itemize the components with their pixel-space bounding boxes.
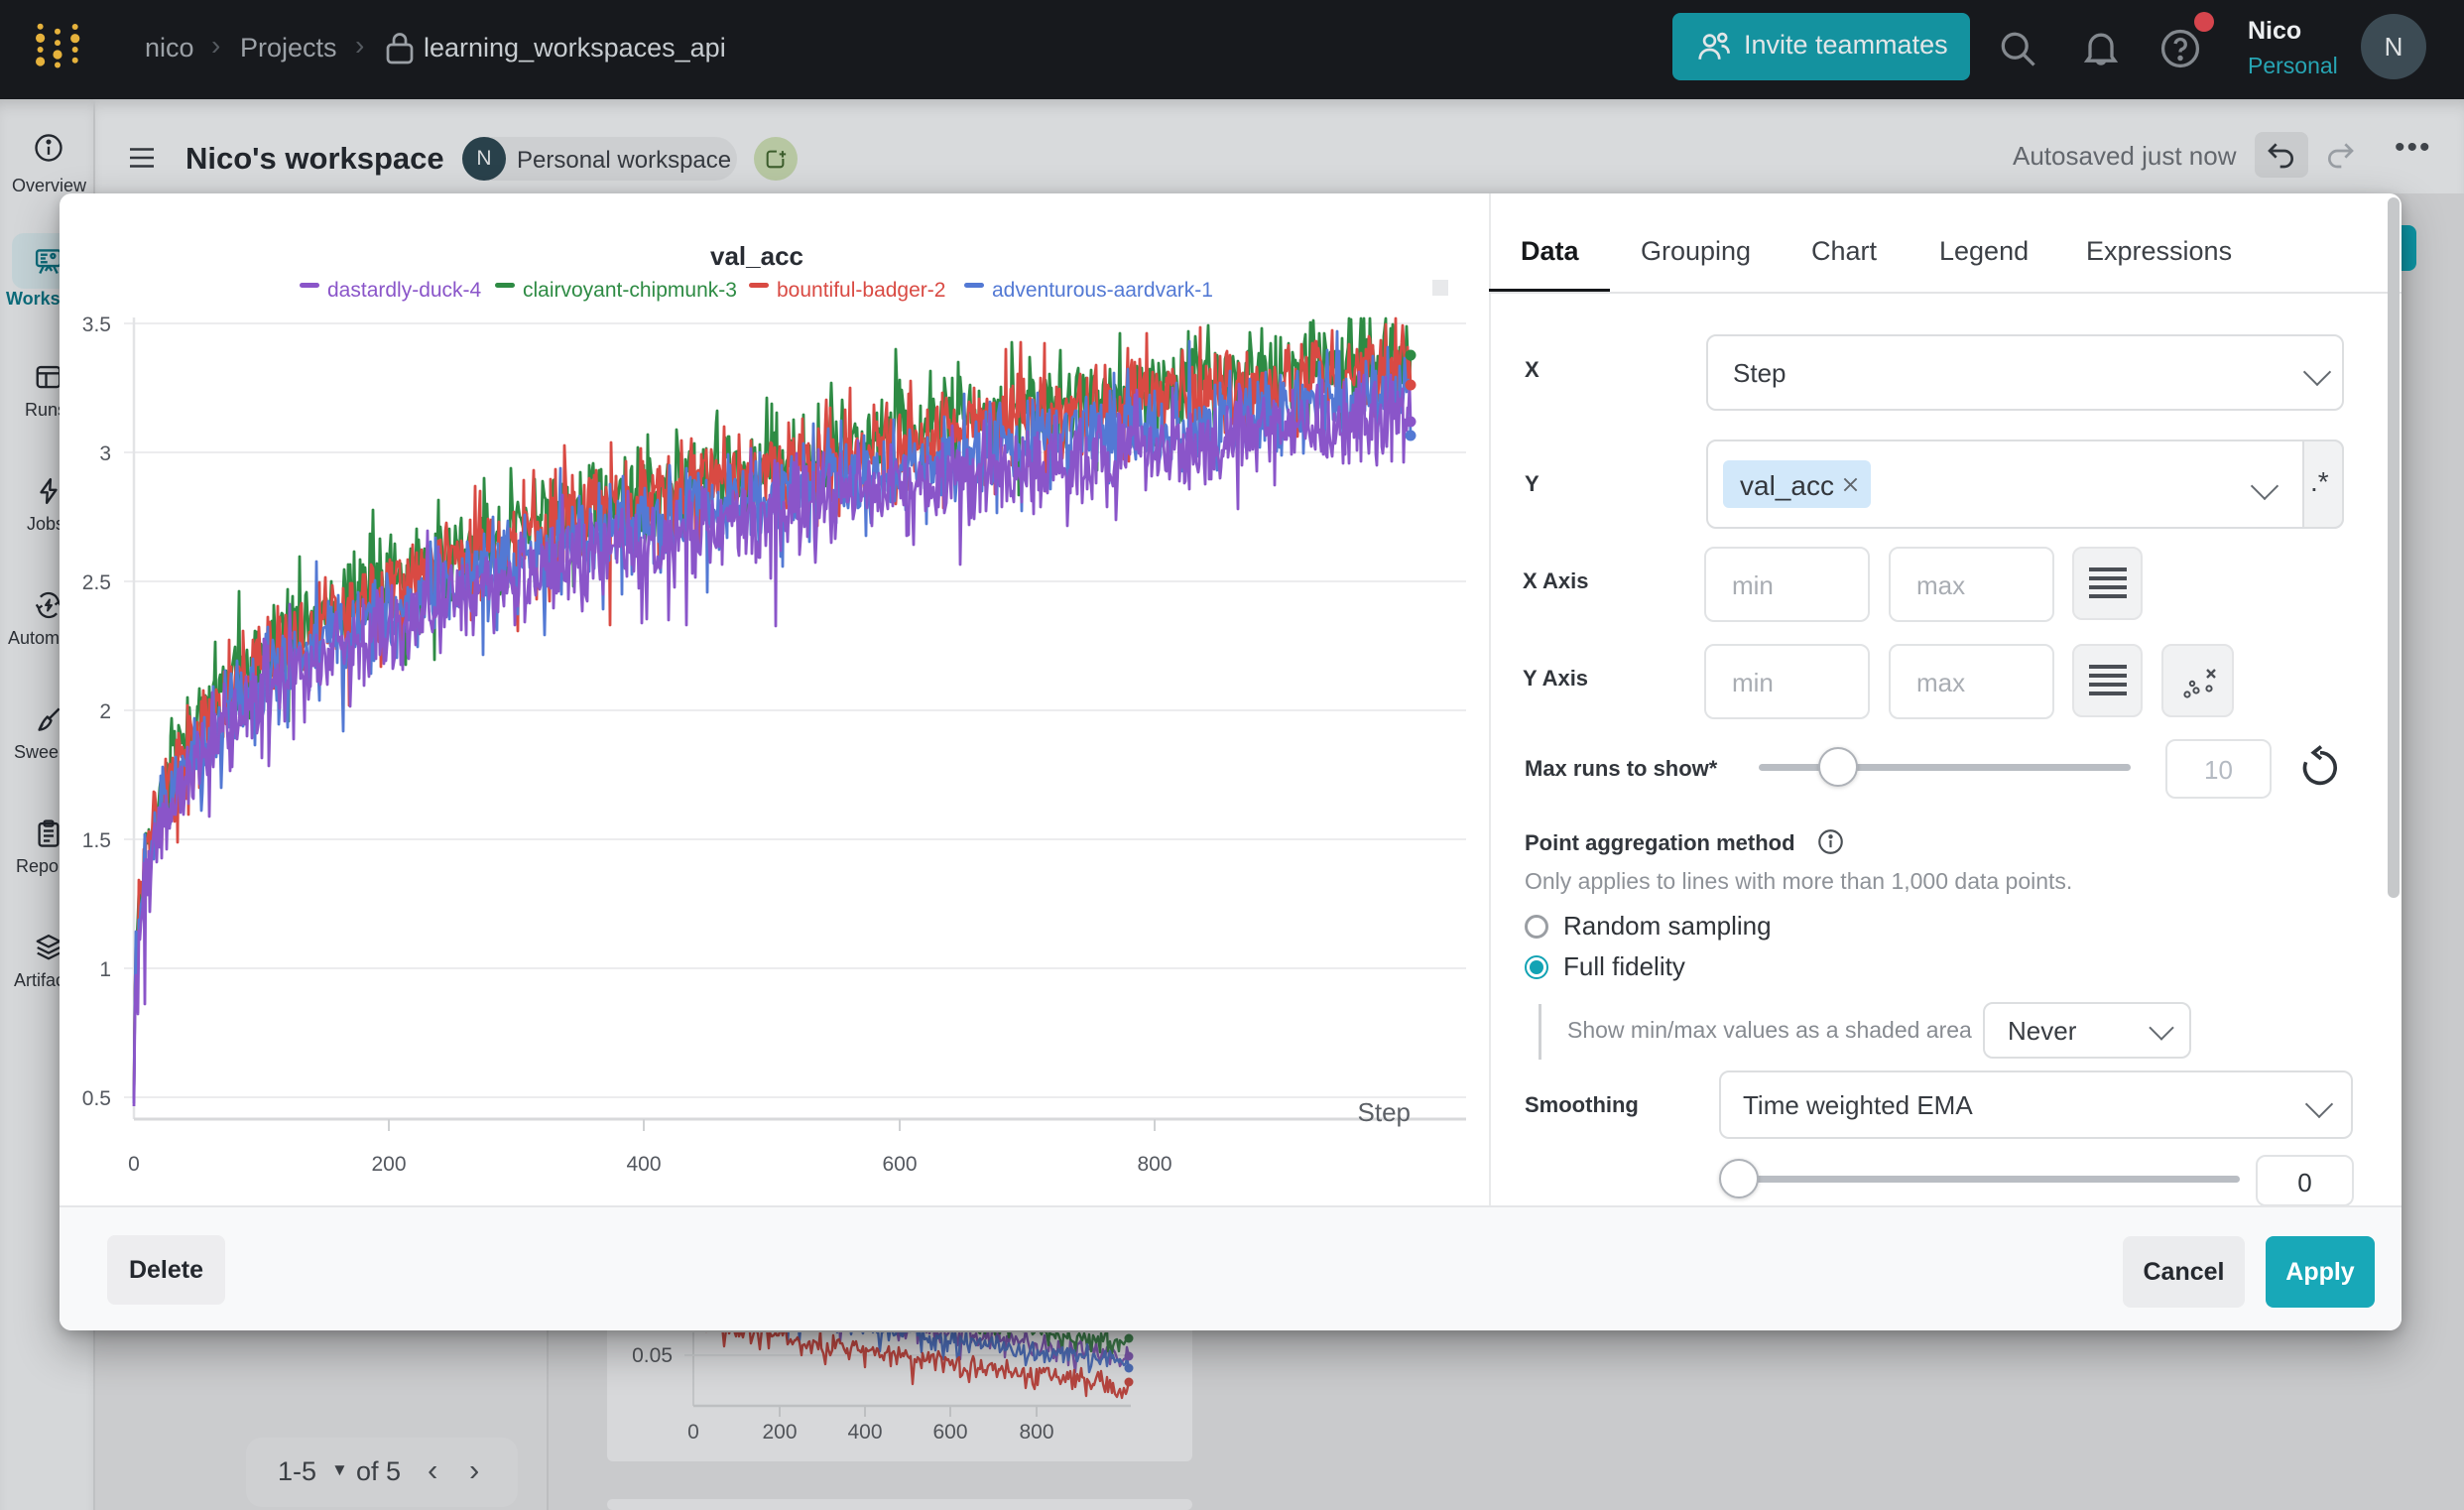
svg-text:clairvoyant-chipmunk-3: clairvoyant-chipmunk-3 [523,279,737,302]
svg-text:bountiful-badger-2: bountiful-badger-2 [777,279,945,302]
svg-text:0.05: 0.05 [632,1344,673,1367]
svg-text:800: 800 [1019,1421,1053,1444]
svg-text:400: 400 [847,1421,882,1444]
svg-text:1.5: 1.5 [82,829,111,852]
svg-text:600: 600 [882,1153,917,1176]
svg-text:dastardly-duck-4: dastardly-duck-4 [327,279,482,302]
svg-text:3.5: 3.5 [82,314,111,336]
svg-text:val_acc: val_acc [710,241,803,271]
svg-text:800: 800 [1137,1153,1171,1176]
svg-text:600: 600 [932,1421,967,1444]
svg-text:0.5: 0.5 [82,1087,111,1110]
svg-text:1: 1 [99,958,111,981]
svg-text:0: 0 [687,1421,699,1444]
svg-text:200: 200 [762,1421,797,1444]
svg-text:3: 3 [99,442,111,465]
svg-text:0: 0 [128,1153,140,1176]
svg-text:Step: Step [1358,1097,1412,1127]
svg-text:400: 400 [626,1153,661,1176]
svg-text:adventurous-aardvark-1: adventurous-aardvark-1 [992,279,1213,302]
svg-text:200: 200 [371,1153,406,1176]
svg-text:2.5: 2.5 [82,571,111,594]
svg-text:2: 2 [99,700,111,723]
